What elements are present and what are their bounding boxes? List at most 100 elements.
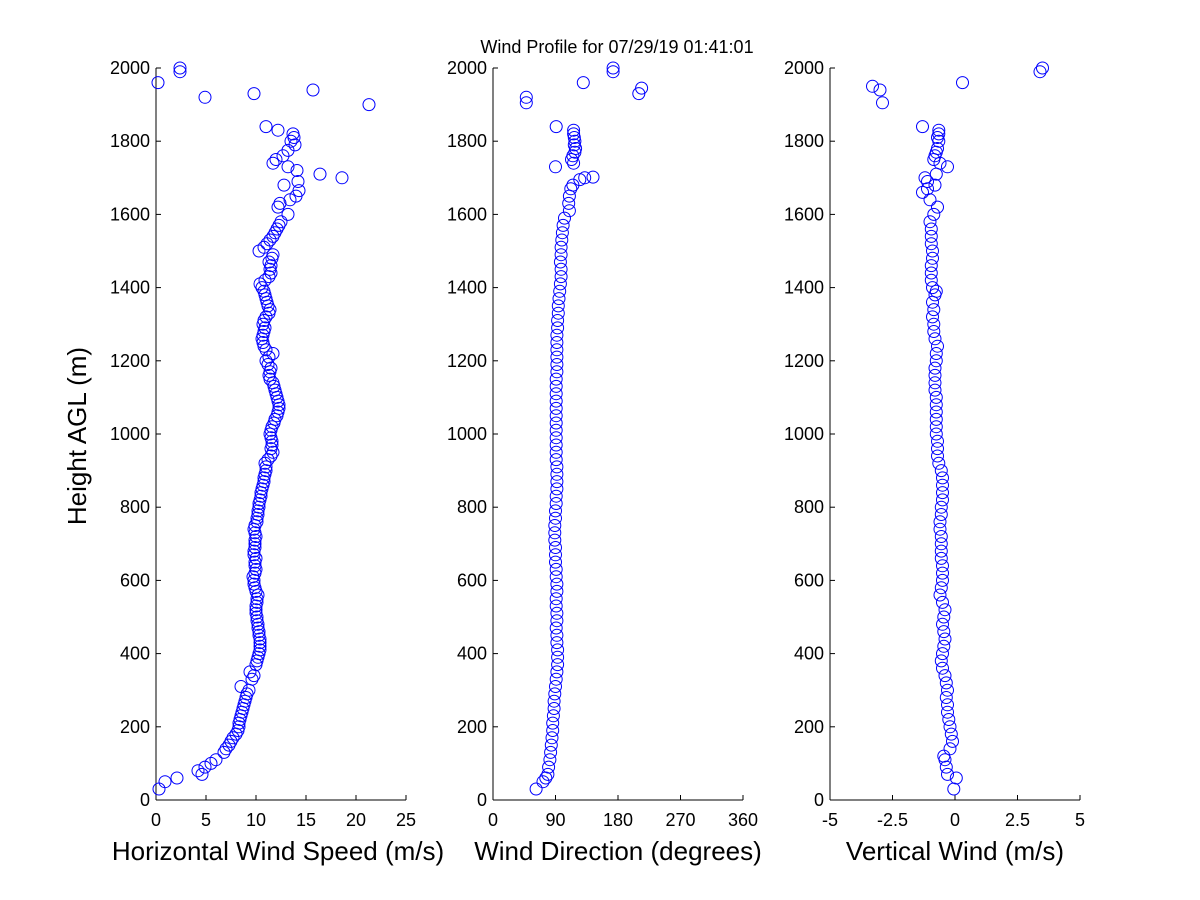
data-point (247, 548, 261, 562)
data-point (173, 65, 187, 79)
data-point (926, 251, 939, 265)
data-point (941, 698, 954, 712)
data-point (550, 343, 564, 357)
y-tick-label: 1800 (110, 131, 150, 151)
data-point (268, 226, 282, 240)
data-point (550, 584, 564, 598)
data-point (549, 409, 563, 423)
data-point (578, 171, 592, 185)
data-point (209, 753, 223, 767)
y-tick-label: 400 (120, 644, 150, 664)
data-point (936, 559, 949, 573)
data-point (250, 614, 264, 628)
data-point (549, 160, 562, 174)
y-tick-label: 1200 (784, 351, 824, 371)
data-point (253, 636, 267, 650)
data-point (546, 709, 560, 723)
x-tick-label: 0 (151, 810, 161, 830)
data-point (926, 295, 939, 309)
data-point (276, 149, 290, 163)
data-point (245, 672, 259, 686)
data-point (549, 570, 563, 584)
data-point (550, 460, 564, 474)
data-point (929, 284, 943, 298)
data-point (548, 687, 562, 701)
data-point (936, 478, 949, 492)
data-point (933, 515, 947, 529)
data-point (916, 120, 929, 134)
data-point (941, 705, 954, 719)
data-point (204, 756, 218, 770)
data-point (264, 259, 278, 273)
data-point (265, 420, 279, 434)
data-point (257, 284, 271, 298)
data-point (550, 606, 564, 620)
data-point (936, 661, 949, 675)
data-point (549, 453, 563, 467)
data-point (248, 541, 262, 554)
x-tick-label: 90 (545, 810, 565, 830)
data-point (313, 167, 327, 181)
data-point (542, 760, 556, 774)
data-point (242, 683, 256, 697)
data-point (934, 544, 948, 558)
data-point (271, 123, 285, 137)
data-point (234, 680, 248, 693)
data-point (931, 200, 944, 214)
data-point (550, 467, 564, 481)
data-point (263, 233, 277, 247)
data-point (929, 145, 943, 159)
horizontal-speed-points (151, 61, 376, 796)
data-point (567, 127, 581, 141)
data-point (936, 647, 949, 661)
data-point (931, 434, 944, 448)
data-point (195, 767, 209, 781)
data-point (568, 134, 582, 148)
data-point (219, 742, 233, 756)
vertical-wind-points (866, 61, 1049, 796)
data-point (567, 138, 581, 152)
data-point (519, 96, 533, 110)
data-point (555, 233, 569, 247)
data-point (550, 336, 564, 349)
data-point (549, 555, 562, 569)
vertical-wind-panel: 0 200 400 600 800 1000 1200 1400 1600 1800 2000 -5 -… (784, 58, 1085, 866)
data-point (549, 379, 563, 393)
data-point (550, 614, 564, 628)
data-point (266, 156, 280, 170)
data-point (260, 237, 274, 251)
y-tick-label: 800 (457, 497, 487, 517)
data-point (550, 636, 564, 650)
x-tick-label: 10 (246, 810, 266, 830)
data-point (932, 123, 946, 137)
data-point (938, 669, 952, 683)
data-point (288, 138, 302, 152)
data-point (291, 175, 305, 188)
data-point (550, 350, 564, 364)
data-point (567, 156, 581, 170)
data-point (924, 237, 938, 251)
x-tick-label: 270 (665, 810, 695, 830)
data-point (554, 248, 568, 262)
y-tick-label: 600 (457, 570, 487, 590)
y-tick-label: 600 (794, 570, 824, 590)
data-point (543, 753, 557, 767)
data-point (550, 365, 564, 379)
data-point (170, 771, 184, 785)
horizontal-speed-panel: 0 200 400 600 800 1000 1200 1400 1600 1800 2000 0 5 1… (110, 58, 444, 866)
data-point (550, 665, 564, 679)
data-point (873, 83, 887, 97)
y-tick-label: 0 (814, 790, 824, 810)
data-point (519, 90, 533, 104)
data-point (217, 745, 231, 759)
y-tick-label: 2000 (784, 58, 824, 78)
data-point (173, 61, 187, 75)
y-tick-label: 1800 (447, 131, 487, 151)
data-point (151, 76, 165, 90)
data-point (269, 153, 283, 166)
data-point (546, 724, 560, 737)
data-point (931, 339, 944, 353)
y-tick-label: 2000 (110, 58, 150, 78)
data-point (1036, 61, 1049, 75)
